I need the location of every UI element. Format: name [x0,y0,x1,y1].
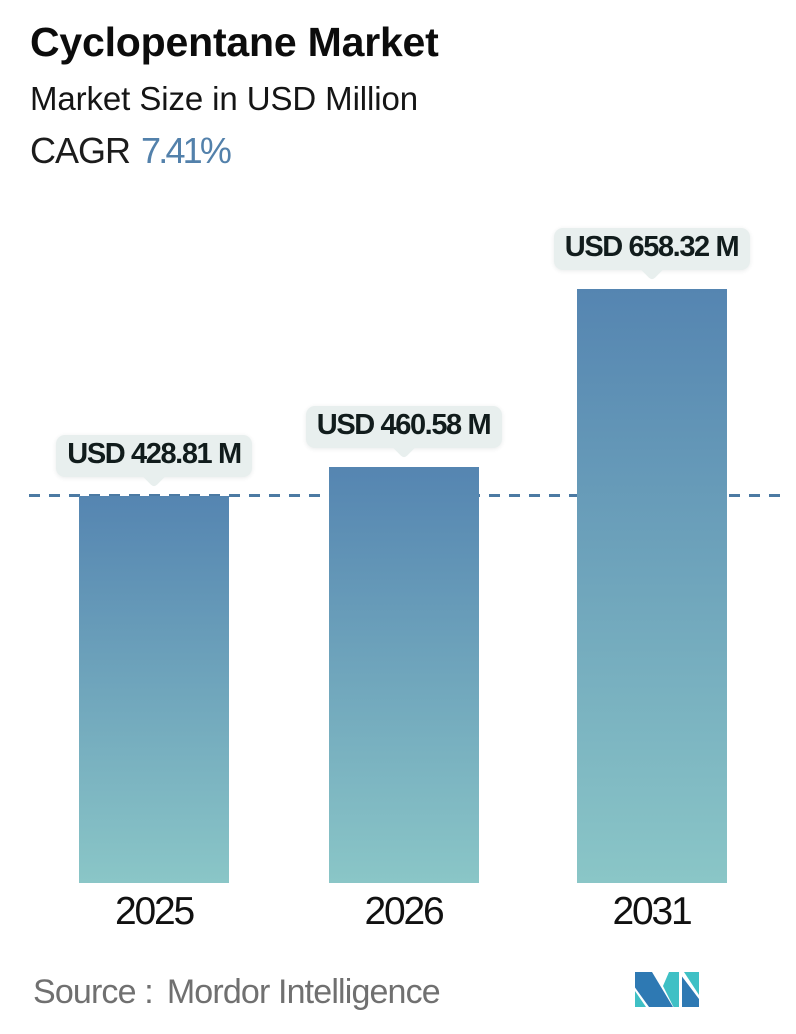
mordor-intelligence-logo-icon [635,972,699,1007]
source-label: Source : [33,973,154,1011]
cagr-label: CAGR [30,129,131,171]
source-value: Mordor Intelligence [166,973,441,1011]
cagr-line: CAGR 7.41% [30,129,232,171]
bar-2031 [576,288,727,883]
chart-subtitle: Market Size in USD Million [30,80,419,117]
tooltip-pointer [638,255,665,281]
value-tooltip-2031: USD 658.32 M [553,227,750,281]
bar-2025 [79,495,229,883]
value-tooltip-2026: USD 460.58 M [305,406,502,459]
category-label-2025: 2025 [115,890,195,933]
source-line: Source : Mordor Intelligence [33,973,441,1011]
value-tooltip-2025: USD 428.81 M [56,434,252,488]
tooltip-pointer [141,462,167,488]
tooltip-pointer [390,433,417,459]
category-label-2031: 2031 [612,890,693,933]
page-title: Cyclopentane Market [30,19,439,65]
category-label-2026: 2026 [364,890,445,933]
bar-2026 [328,467,479,883]
cagr-value: 7.41% [141,129,232,171]
